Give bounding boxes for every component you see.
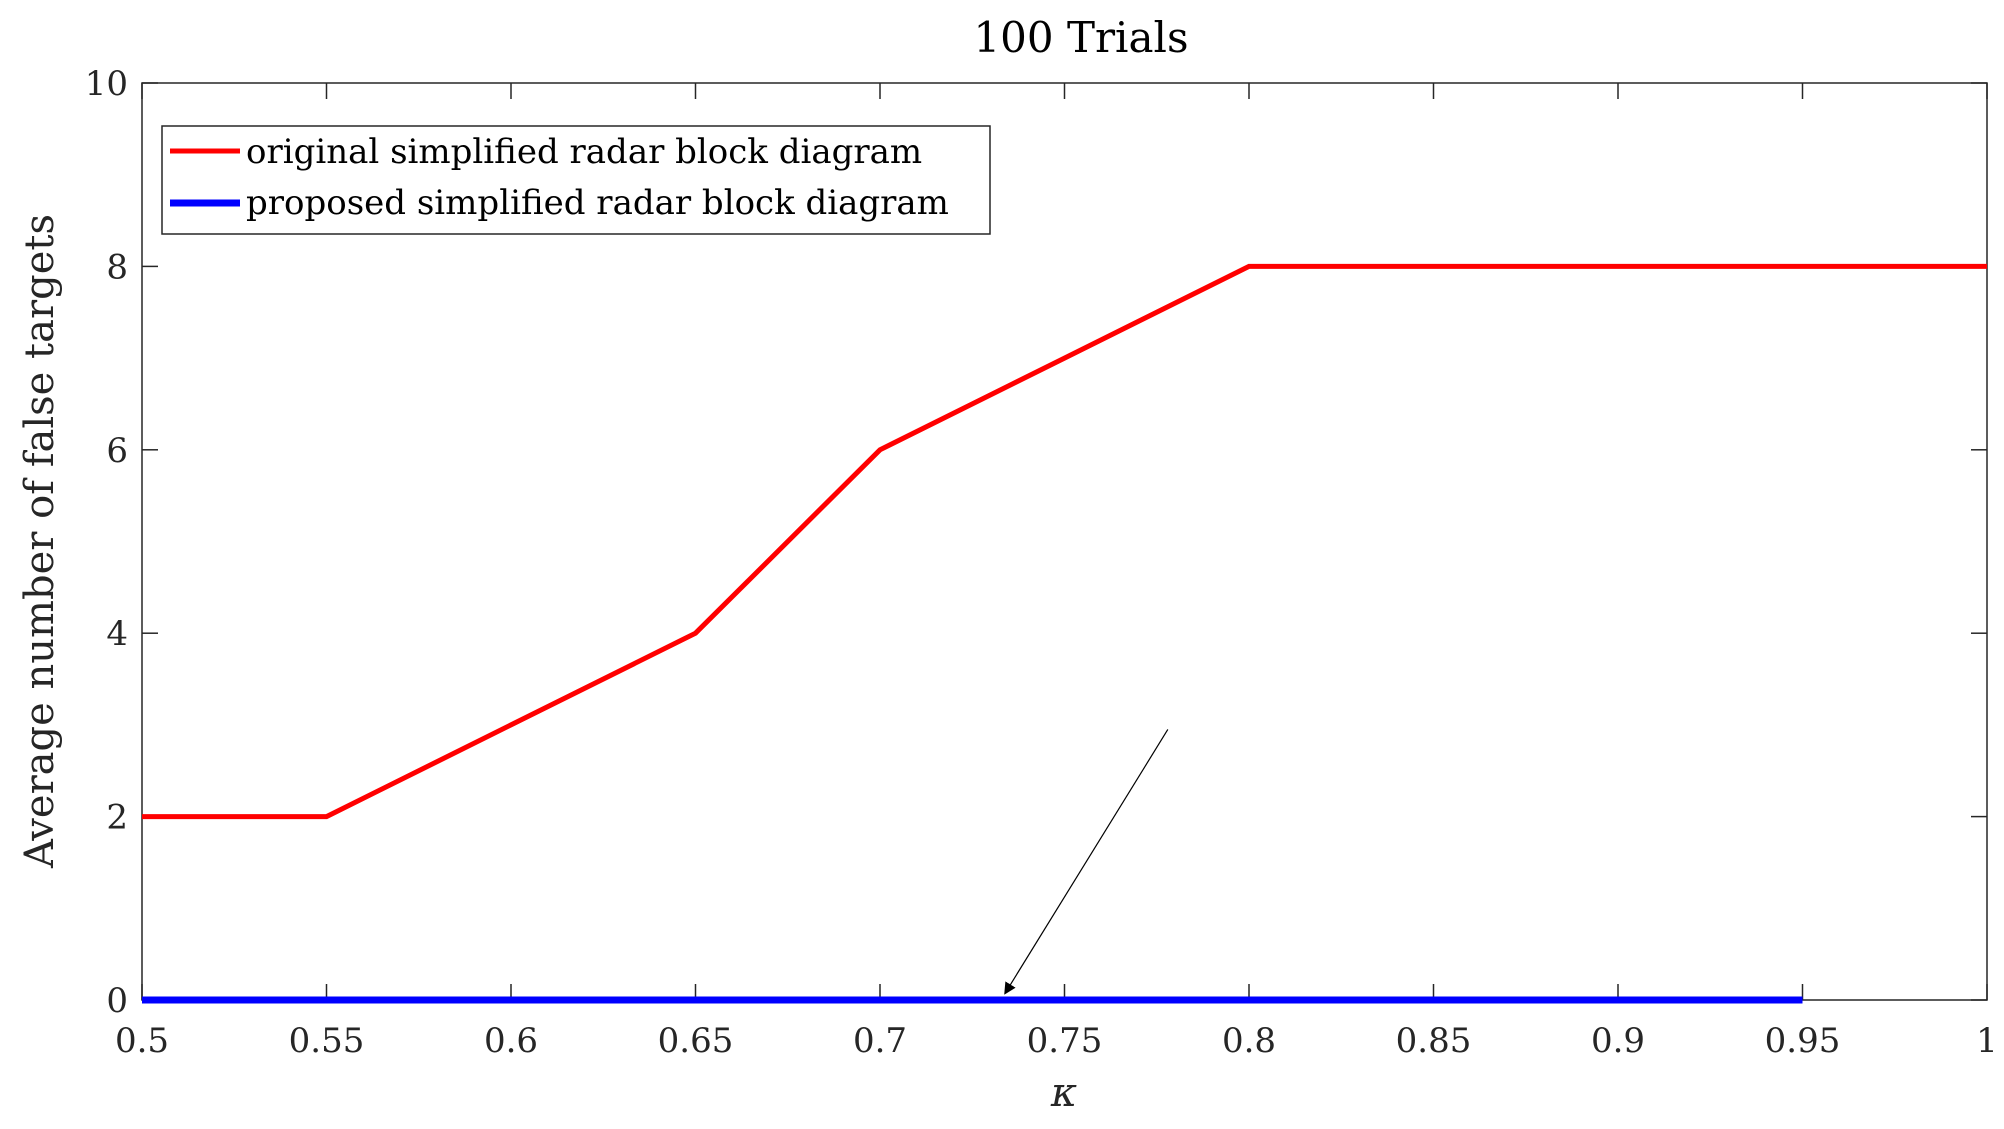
x-tick-label: 0.5 [115,1021,169,1061]
x-tick-label: 0.6 [484,1021,538,1061]
x-tick-label: 1 [1976,1021,1998,1061]
legend-label-proposed: proposed simplified radar block diagram [246,183,949,223]
annotation-layer [1004,729,1169,995]
x-axis-ticks: 0.5 0.55 0.6 0.65 0.7 0.75 0.8 0.85 0.9 0.95 1 [115,83,1998,1061]
y-axis-label: Average number of false targets [17,214,63,869]
x-tick-label: 0.9 [1591,1021,1645,1061]
y-tick-label: 10 [85,64,128,104]
plot-area [141,82,1988,1001]
legend-label-original: original simplified radar block diagram [246,132,922,172]
x-tick-label: 0.55 [289,1021,365,1061]
x-tick-label: 0.85 [1396,1021,1472,1061]
chart-title: 100 Trials [973,13,1188,62]
x-tick-label: 0.65 [658,1021,734,1061]
x-tick-label: 0.75 [1027,1021,1103,1061]
y-tick-label: 4 [106,614,128,654]
x-axis-label: κ [1050,1070,1077,1116]
legend-box [161,125,991,235]
x-tick-label: 0.7 [853,1021,907,1061]
x-tick-label: 0.8 [1222,1021,1276,1061]
series-layer [141,263,1988,1004]
y-tick-label: 2 [106,798,128,838]
legend: original simplified radar block diagram … [161,125,991,235]
x-tick-label: 0.95 [1765,1021,1841,1061]
y-tick-label: 0 [106,981,128,1021]
y-tick-label: 6 [106,431,128,471]
annotation-arrow [1004,729,1169,995]
y-tick-label: 8 [106,247,128,287]
